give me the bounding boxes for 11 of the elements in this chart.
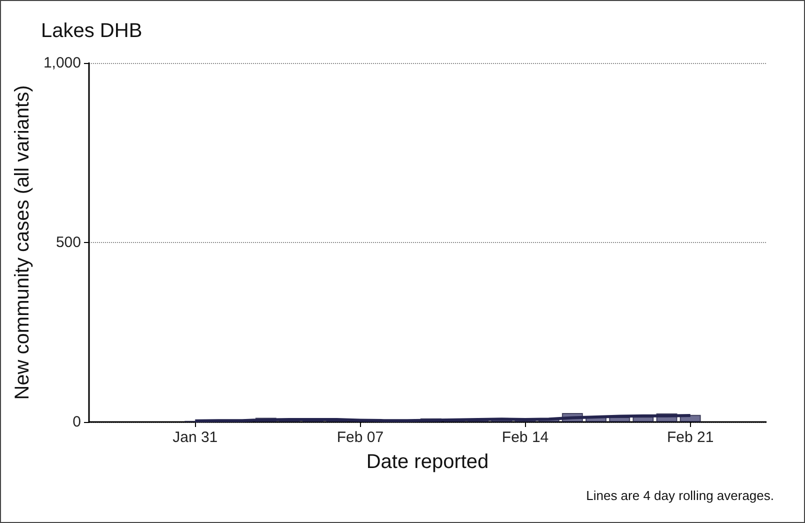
x-tick-label: Feb 07 [336, 429, 384, 446]
y-tick-label: 1,000 [43, 54, 81, 72]
x-axis-title: Date reported [366, 451, 489, 473]
x-tick-label: Feb 14 [502, 429, 549, 446]
text: Lines are 4 day rolling averages. [586, 488, 774, 503]
x-tick-label: Feb 21 [666, 429, 714, 446]
x-tick-label: Jan 31 [172, 429, 218, 446]
y-axis-title: New community cases (all variants) [12, 85, 34, 400]
y-tick-label: 0 [72, 414, 81, 430]
chart-title: Lakes DHB [41, 20, 142, 42]
y-tick-label: 500 [56, 234, 81, 251]
